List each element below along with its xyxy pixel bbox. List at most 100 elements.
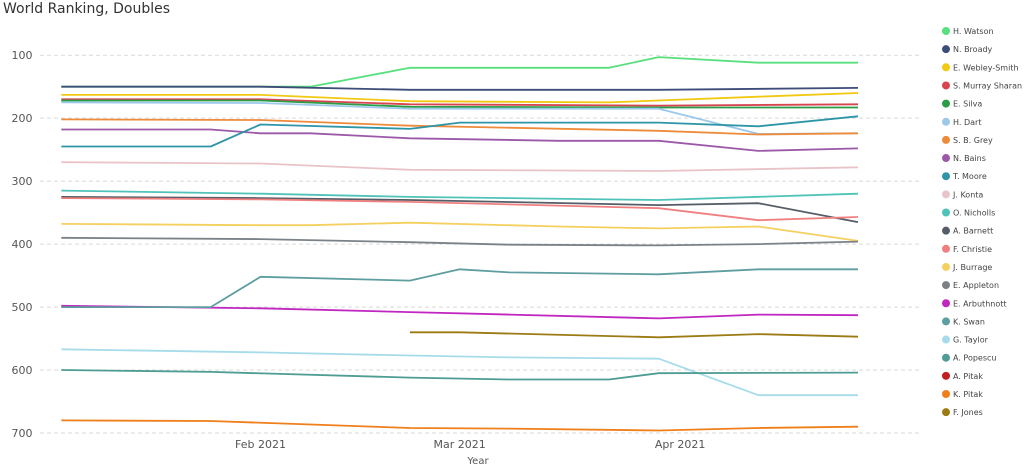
legend-label: J. Konta [952,190,983,199]
series-line [61,419,859,432]
legend-label: S. B. Grey [953,136,993,145]
series-line [61,189,859,201]
legend-item[interactable]: E. Appleton [942,281,999,290]
y-tick-label: 500 [12,301,33,314]
series-line [61,85,859,91]
legend-label: H. Dart [953,118,981,127]
legend-marker [942,27,950,35]
legend-item[interactable]: E. Silva [942,99,982,109]
legend-label: O. Nicholls [953,209,995,218]
x-tick-label: Mar 2021 [434,438,486,451]
legend-item[interactable]: A. Pitak [942,371,983,381]
legend-marker [942,117,950,126]
legend-label: T. Moore [952,172,987,181]
legend-marker [942,154,950,163]
legend-item[interactable]: S. Murray Sharan [942,81,1022,90]
legend-item[interactable]: H. Watson [942,27,994,36]
legend-label: F. Christie [953,245,992,254]
legend-marker [942,208,950,217]
series-line [61,304,859,320]
legend-marker [942,353,950,362]
series-line [61,99,858,109]
legend-item[interactable]: E. Webley-Smith [942,63,1019,72]
legend-label: J. Burrage [952,263,992,272]
legend-marker [942,172,950,181]
legend-label: S. Murray Sharan [953,81,1022,90]
legend-label: N. Broady [953,45,993,54]
series-line [61,197,859,222]
series-line [61,348,858,397]
series-lines [61,56,859,432]
legend-label: E. Arbuthnott [953,299,1007,308]
legend: H. Watson N. Broady E. Webley-Smith S. Murr… [942,27,1022,417]
series-line [61,115,859,148]
y-tick-label: 700 [12,427,33,440]
y-tick-label: 300 [12,175,33,188]
legend-label: A. Pitak [953,372,983,381]
legend-marker [942,317,950,326]
y-tick-label: 600 [12,364,33,377]
legend-item[interactable]: A. Popescu [942,353,997,363]
legend-item[interactable]: J. Burrage [942,262,992,272]
y-axis: 100 200 300 400 500 600 700 [12,49,33,440]
y-tick-label: 200 [12,112,33,125]
legend-item[interactable]: H. Dart [942,117,981,127]
legend-label: E. Silva [953,100,982,109]
x-tick-label: Apr 2021 [655,438,706,451]
y-tick-label: 100 [12,49,33,62]
legend-label: E. Appleton [953,281,999,290]
legend-marker [942,63,950,72]
legend-item[interactable]: E. Arbuthnott [942,299,1007,308]
legend-marker [942,281,950,290]
legend-item[interactable]: J. Konta [942,190,983,199]
legend-label: E. Webley-Smith [953,63,1019,72]
series-line [61,196,859,223]
legend-label: F. Jones [953,408,983,417]
legend-marker [942,390,950,398]
series-line [61,268,858,309]
legend-marker [942,244,950,253]
legend-item[interactable]: F. Jones [942,408,983,417]
legend-marker [942,299,950,308]
legend-item[interactable]: N. Bains [942,154,986,163]
series-line [61,118,859,136]
legend-label: H. Watson [953,27,994,36]
series-line [61,98,859,107]
legend-item[interactable]: F. Christie [942,244,992,254]
legend-item[interactable]: A. Barnett [942,226,993,236]
series-line [61,128,859,152]
legend-label: A. Barnett [953,227,993,236]
legend-marker [942,99,950,108]
series-line [61,56,858,88]
x-axis: Feb 2021 Mar 2021 Apr 2021 [235,438,705,451]
legend-item[interactable]: O. Nicholls [942,208,995,218]
legend-label: G. Taylor [953,336,989,345]
legend-label: K. Swan [953,317,985,326]
series-line [61,92,859,104]
x-axis-title: Year [466,456,489,467]
legend-marker [942,371,950,380]
legend-label: K. Pitak [953,390,983,399]
y-tick-label: 400 [12,238,33,251]
series-line [61,221,859,242]
legend-item[interactable]: K. Pitak [942,390,983,399]
legend-item[interactable]: T. Moore [942,172,987,181]
legend-item[interactable]: S. B. Grey [942,135,993,145]
legend-marker [942,262,950,271]
legend-marker [942,81,950,90]
x-tick-label: Feb 2021 [235,438,286,451]
series-line [61,161,859,172]
legend-marker [942,45,950,54]
legend-marker [942,226,950,235]
legend-item[interactable]: G. Taylor [942,335,989,345]
chart-title: World Ranking, Doubles [3,1,171,17]
series-line [61,369,859,381]
legend-marker [942,190,950,199]
legend-marker [942,135,950,144]
legend-marker [942,408,950,417]
legend-item[interactable]: K. Swan [942,317,985,326]
legend-item[interactable]: N. Broady [942,45,993,54]
legend-label: A. Popescu [953,354,997,363]
series-line [61,236,859,247]
